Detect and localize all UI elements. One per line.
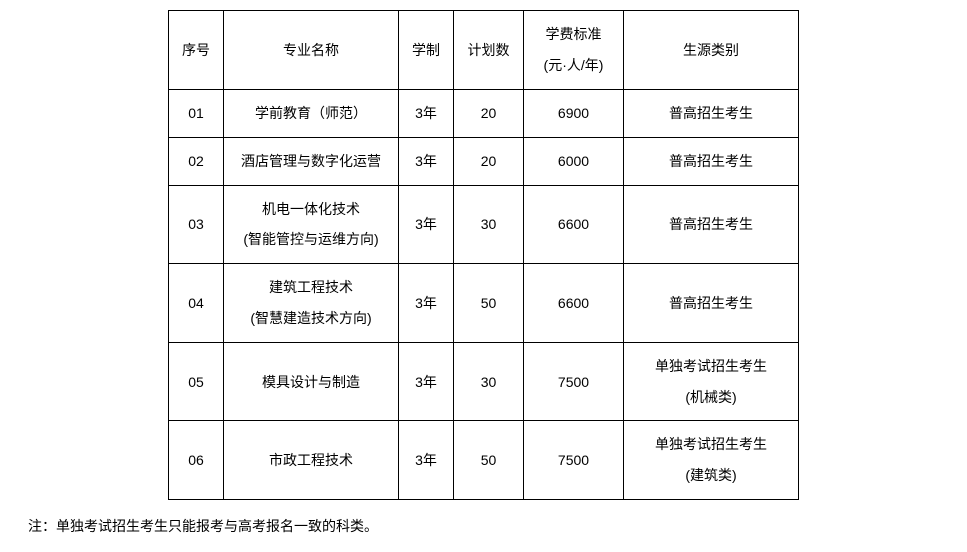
cell-index: 06 xyxy=(169,421,224,500)
header-fee: 学费标准 (元·人/年) xyxy=(524,11,624,90)
cell-source: 普高招生考生 xyxy=(624,185,799,264)
cell-source: 普高招生考生 xyxy=(624,89,799,137)
cell-fee: 6600 xyxy=(524,185,624,264)
cell-index: 01 xyxy=(169,89,224,137)
cell-index: 02 xyxy=(169,137,224,185)
cell-major: 市政工程技术 xyxy=(224,421,399,500)
cell-plan: 50 xyxy=(454,264,524,343)
table-container: 序号 专业名称 学制 计划数 学费标准 (元·人/年) 生源类别 01 学前教育… xyxy=(10,10,957,500)
cell-duration: 3年 xyxy=(399,185,454,264)
cell-major-line2: (智能管控与运维方向) xyxy=(243,231,378,247)
table-row: 01 学前教育（师范） 3年 20 6900 普高招生考生 xyxy=(169,89,799,137)
table-row: 06 市政工程技术 3年 50 7500 单独考试招生考生 (建筑类) xyxy=(169,421,799,500)
header-fee-line1: 学费标准 xyxy=(546,26,602,42)
cell-duration: 3年 xyxy=(399,137,454,185)
cell-source: 普高招生考生 xyxy=(624,137,799,185)
cell-duration: 3年 xyxy=(399,89,454,137)
cell-major: 机电一体化技术 (智能管控与运维方向) xyxy=(224,185,399,264)
cell-index: 05 xyxy=(169,342,224,421)
table-body: 01 学前教育（师范） 3年 20 6900 普高招生考生 02 酒店管理与数字… xyxy=(169,89,799,499)
cell-major: 酒店管理与数字化运营 xyxy=(224,137,399,185)
cell-major-line1: 建筑工程技术 xyxy=(269,279,353,295)
footnote: 注：单独考试招生考生只能报考与高考报名一致的科类。 xyxy=(28,516,957,536)
cell-fee: 6000 xyxy=(524,137,624,185)
header-duration: 学制 xyxy=(399,11,454,90)
cell-fee: 7500 xyxy=(524,421,624,500)
cell-major-line1: 机电一体化技术 xyxy=(262,201,360,217)
cell-plan: 20 xyxy=(454,137,524,185)
cell-plan: 30 xyxy=(454,185,524,264)
cell-duration: 3年 xyxy=(399,342,454,421)
cell-index: 03 xyxy=(169,185,224,264)
cell-major: 建筑工程技术 (智慧建造技术方向) xyxy=(224,264,399,343)
cell-major-line2: (智慧建造技术方向) xyxy=(250,310,371,326)
header-source: 生源类别 xyxy=(624,11,799,90)
cell-source: 单独考试招生考生 (机械类) xyxy=(624,342,799,421)
cell-fee: 7500 xyxy=(524,342,624,421)
cell-source: 普高招生考生 xyxy=(624,264,799,343)
table-header-row: 序号 专业名称 学制 计划数 学费标准 (元·人/年) 生源类别 xyxy=(169,11,799,90)
table-row: 03 机电一体化技术 (智能管控与运维方向) 3年 30 6600 普高招生考生 xyxy=(169,185,799,264)
cell-fee: 6600 xyxy=(524,264,624,343)
cell-duration: 3年 xyxy=(399,421,454,500)
cell-source-line2: (机械类) xyxy=(685,389,736,405)
table-row: 05 模具设计与制造 3年 30 7500 单独考试招生考生 (机械类) xyxy=(169,342,799,421)
cell-source-line2: (建筑类) xyxy=(685,467,736,483)
cell-fee: 6900 xyxy=(524,89,624,137)
cell-major: 学前教育（师范） xyxy=(224,89,399,137)
cell-plan: 30 xyxy=(454,342,524,421)
cell-major: 模具设计与制造 xyxy=(224,342,399,421)
cell-source-line1: 单独考试招生考生 xyxy=(655,436,767,452)
cell-source-line1: 单独考试招生考生 xyxy=(655,358,767,374)
header-index: 序号 xyxy=(169,11,224,90)
cell-plan: 50 xyxy=(454,421,524,500)
cell-source: 单独考试招生考生 (建筑类) xyxy=(624,421,799,500)
header-major: 专业名称 xyxy=(224,11,399,90)
header-plan: 计划数 xyxy=(454,11,524,90)
admission-table: 序号 专业名称 学制 计划数 学费标准 (元·人/年) 生源类别 01 学前教育… xyxy=(168,10,799,500)
header-fee-line2: (元·人/年) xyxy=(544,57,604,73)
cell-duration: 3年 xyxy=(399,264,454,343)
cell-index: 04 xyxy=(169,264,224,343)
table-row: 02 酒店管理与数字化运营 3年 20 6000 普高招生考生 xyxy=(169,137,799,185)
table-row: 04 建筑工程技术 (智慧建造技术方向) 3年 50 6600 普高招生考生 xyxy=(169,264,799,343)
cell-plan: 20 xyxy=(454,89,524,137)
